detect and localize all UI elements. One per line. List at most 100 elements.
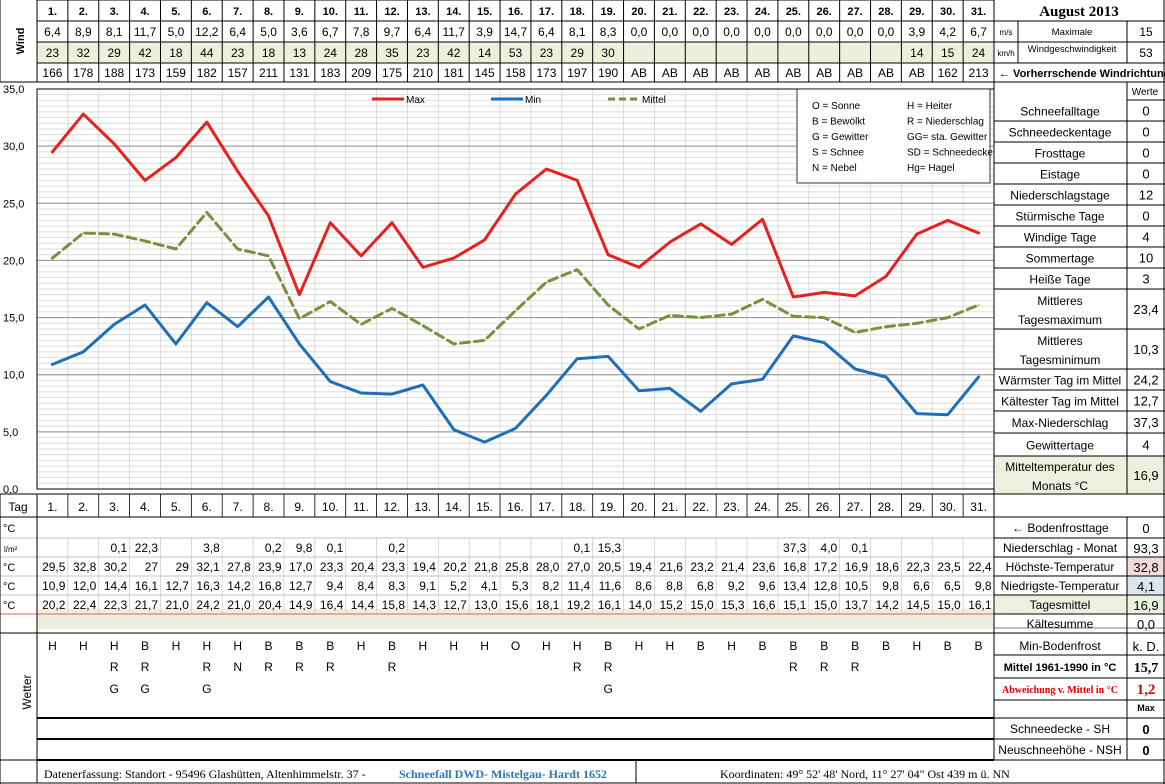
- mean-temp-cell: 20,2: [42, 598, 66, 612]
- day-header: 11.: [353, 500, 369, 514]
- min-temp-cell: 8,3: [388, 579, 405, 593]
- series-point-min: [669, 387, 671, 390]
- weather-code-cell: R: [202, 660, 211, 674]
- series-point-max: [761, 218, 764, 221]
- summary-label: Tagesmittel: [1030, 598, 1091, 612]
- wind-kmh-cell: 13: [293, 46, 307, 60]
- wind-direction-cell: AB: [847, 66, 863, 80]
- mean-temp-cell: 24,2: [196, 598, 220, 612]
- day-header: 5.: [171, 500, 181, 514]
- wind-direction-cell: 131: [289, 66, 309, 80]
- wind-kmh-cell: 14: [478, 46, 492, 60]
- wind-kmh-cell: 35: [385, 46, 399, 60]
- precipitation-cell: 0,1: [574, 541, 591, 555]
- day-header: 25.: [785, 500, 802, 514]
- legend-code: O = Sonne: [812, 101, 861, 112]
- wind-direction-cell: 178: [73, 66, 93, 80]
- mean-temp-cell: 14,5: [906, 598, 930, 612]
- wind-kmh-cell: 42: [447, 46, 461, 60]
- weather-code-cell: B: [265, 639, 273, 653]
- series-point-min: [761, 378, 764, 381]
- day-header: 10.: [322, 500, 339, 514]
- max-temp-cell: 29,5: [42, 560, 66, 574]
- weather-code-cell: B: [789, 639, 797, 653]
- stat-label: Tagesmaximum: [1018, 313, 1102, 327]
- min-temp-cell: 9,8: [975, 579, 992, 593]
- stat-value: 0: [1142, 104, 1149, 119]
- weather-code-cell: B: [851, 639, 859, 653]
- wind-direction-cell: 162: [938, 66, 958, 80]
- weather-code-cell: B: [882, 639, 890, 653]
- series-point-min: [699, 410, 702, 413]
- day-header: 23.: [723, 500, 740, 514]
- weather-code-legend: [796, 88, 991, 184]
- unit-label: m/s: [1000, 28, 1013, 37]
- series-point-max: [391, 221, 393, 224]
- day-header: 15.: [476, 500, 493, 514]
- max-temp-cell: 22,4: [968, 560, 992, 574]
- day-header: 16.: [508, 6, 523, 18]
- series-point-min: [391, 393, 393, 395]
- series-point-mittel: [607, 304, 609, 306]
- series-point-mittel: [854, 331, 856, 334]
- series-point-max: [360, 255, 362, 257]
- series-point-mittel: [885, 325, 887, 328]
- legend-code: Hg= Hagel: [907, 163, 955, 174]
- max-temp-cell: 23,9: [258, 560, 282, 574]
- day-row-label: Tag: [8, 500, 27, 514]
- legend-code: R = Niederschlag: [907, 117, 984, 128]
- stat-label: Schneedeckentage: [1009, 126, 1112, 140]
- day-header: 19.: [600, 500, 617, 514]
- stat-value: 0: [1142, 146, 1149, 161]
- precipitation-cell: 37,3: [783, 541, 807, 555]
- max-temp-cell: 30,2: [104, 560, 128, 574]
- day-header: 29.: [908, 500, 925, 514]
- weather-code-cell: B: [388, 639, 396, 653]
- series-point-max: [545, 168, 548, 170]
- monthly-mean-value-bg: [1127, 456, 1165, 494]
- summary-label: ← Bodenfrosttage: [1012, 521, 1109, 535]
- precipitation-cell: 0,2: [265, 541, 282, 555]
- weather-code-cell: R: [388, 660, 397, 674]
- day-header: 7.: [233, 500, 243, 514]
- max-temp-cell: 23,2: [690, 560, 714, 574]
- min-temp-cell: 14,4: [104, 579, 128, 593]
- stat-label: Schneefalltage: [1020, 105, 1100, 119]
- wind-ms-cell: 3,6: [291, 25, 308, 39]
- wind-ms-cell: 4,2: [939, 25, 956, 39]
- min-temp-cell: 9,2: [728, 579, 745, 593]
- wind-kmh-cell: 23: [231, 46, 245, 60]
- summary-value: 0,0: [1137, 617, 1155, 632]
- precipitation-cell: 4,0: [821, 541, 838, 555]
- day-header: 19.: [600, 6, 615, 18]
- wind-direction-cell: AB: [909, 66, 925, 80]
- wind-direction-cell: AB: [785, 66, 801, 80]
- weather-code-cell: R: [141, 660, 150, 674]
- series-point-max: [483, 239, 486, 241]
- series-point-max: [452, 257, 455, 259]
- weather-code-cell: H: [666, 639, 675, 653]
- day-header: 1.: [47, 500, 57, 514]
- day-header: 22.: [692, 500, 709, 514]
- series-point-mittel: [452, 343, 455, 345]
- max-temp-cell: 17,2: [814, 560, 838, 574]
- y-tick-label: 35,0: [3, 84, 24, 96]
- day-header: 17.: [539, 6, 554, 18]
- footer-snow-source: Schneefall DWD- Mistelgau- Hardt 1652: [399, 767, 607, 781]
- y-tick-label: 10,0: [3, 370, 24, 382]
- wind-kmh-cell: 53: [509, 46, 523, 60]
- stat-value: 23,4: [1133, 302, 1158, 317]
- series-point-min: [236, 325, 239, 328]
- wind-direction-cell: 173: [135, 66, 155, 80]
- day-header: 10.: [323, 6, 338, 18]
- day-header: 28.: [878, 500, 895, 514]
- max-wind-kmh: 53: [1139, 46, 1153, 60]
- mean-temp-cell: 14,4: [351, 598, 375, 612]
- series-point-mittel: [669, 314, 671, 317]
- wind-direction-cell: 158: [505, 66, 525, 80]
- series-point-min: [977, 376, 980, 378]
- weather-code-cell: O: [511, 639, 520, 653]
- max-temp-cell: 18,6: [876, 560, 900, 574]
- series-point-max: [699, 223, 702, 225]
- precipitation-cell: 9,8: [296, 541, 313, 555]
